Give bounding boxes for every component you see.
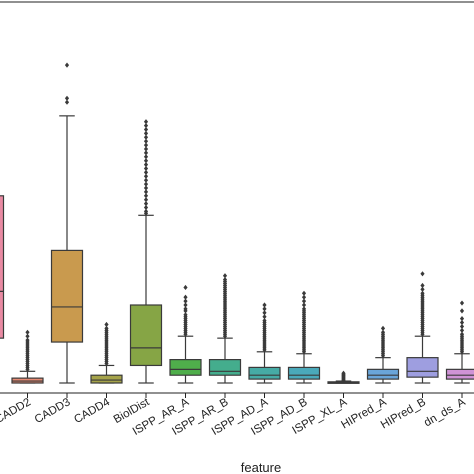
outlier-point [459, 319, 465, 326]
outlier-point [262, 310, 267, 316]
outlier-point [143, 201, 149, 207]
outlier-point [143, 158, 149, 164]
outlier-point [64, 95, 70, 101]
box-iqr [90, 374, 123, 384]
outlier-point [420, 271, 425, 277]
outlier-point [380, 325, 386, 331]
outlier-point [25, 329, 30, 335]
box-iqr [406, 357, 439, 378]
outlier-point [262, 314, 267, 320]
box-group-ispp-ar-b [208, 273, 242, 384]
x-ticks: D1CADD2CADD3CADD4BiolDistISPP_AR_AISPP_A… [0, 393, 468, 438]
outlier-point [301, 306, 307, 312]
outlier-point [301, 294, 307, 300]
outlier-point [143, 138, 149, 144]
outlier-point [143, 142, 149, 148]
box-iqr [129, 304, 163, 367]
box-group-cadd2 [11, 329, 44, 384]
outlier-point [143, 204, 149, 211]
box-group-bioldist [129, 119, 163, 384]
outlier-point [301, 298, 307, 304]
boxes-layer [0, 62, 474, 384]
outlier-point [143, 165, 149, 172]
outlier-point [25, 333, 30, 339]
box-group-cadd3 [50, 62, 84, 384]
box-group-cadd1 [0, 195, 5, 339]
outlier-point [143, 154, 149, 160]
outlier-point [25, 337, 30, 343]
outlier-point [143, 193, 149, 199]
box-group-ispp-ad-b [287, 290, 321, 384]
box-group-ispp-ar-a [169, 284, 202, 384]
box-iqr [169, 359, 202, 376]
box-iqr [208, 359, 242, 376]
outlier-point [183, 302, 188, 308]
axes-layer [0, 1, 474, 394]
outlier-point [143, 177, 149, 183]
outlier-point [143, 150, 149, 156]
outlier-point [143, 208, 149, 214]
outlier-point [459, 331, 465, 337]
x-tick-label: dn_ds_A [422, 396, 468, 429]
box-group-dn-ds-a [445, 300, 474, 384]
x-tick-label: CADD2 [0, 396, 33, 426]
outlier-point [183, 312, 188, 318]
box-group-ispp-ad-a [248, 302, 281, 384]
outlier-point [104, 325, 109, 331]
box-iqr [366, 368, 400, 380]
outlier-point [262, 302, 267, 308]
outlier-point [183, 294, 188, 300]
outlier-point [143, 181, 149, 187]
box-iqr [287, 366, 321, 380]
box-group-ispp-xl-a [327, 370, 360, 384]
outlier-point [143, 119, 149, 125]
box-iqr [50, 249, 84, 343]
box-group-hipred-a [366, 325, 400, 384]
outlier-point [64, 62, 70, 68]
outlier-point [143, 123, 149, 129]
x-tick-label: CADD4 [72, 396, 112, 426]
outlier-point [301, 302, 307, 308]
outlier-point [104, 321, 109, 328]
outlier-point [143, 130, 149, 136]
box-iqr [248, 366, 281, 380]
outlier-point [143, 185, 149, 191]
outlier-point [143, 173, 149, 179]
outlier-point [183, 298, 188, 304]
outlier-point [183, 284, 188, 291]
box-iqr [445, 368, 474, 380]
outlier-point [64, 99, 70, 105]
outlier-point [301, 290, 307, 296]
box-group-cadd4 [90, 321, 123, 384]
outlier-point [143, 126, 149, 133]
outlier-point [143, 162, 149, 168]
outlier-point [420, 282, 425, 289]
outlier-point [143, 189, 149, 195]
outlier-point [459, 327, 465, 333]
outlier-point [459, 300, 465, 306]
x-tick-label: HIPred_B [379, 396, 428, 431]
outlier-point [222, 277, 228, 283]
outlier-point [143, 169, 149, 175]
outlier-point [459, 308, 465, 314]
outlier-point [459, 323, 465, 330]
outlier-point [341, 370, 346, 376]
outlier-point [420, 290, 425, 296]
outlier-point [420, 286, 425, 292]
x-tick-label: CADD3 [33, 396, 73, 426]
outlier-point [459, 316, 465, 322]
outlier-point [143, 134, 149, 140]
outlier-point [143, 146, 149, 152]
box-group-hipred-b [406, 271, 439, 384]
outlier-point [183, 306, 188, 312]
box-iqr [0, 195, 5, 339]
x-axis-title: feature [241, 460, 281, 474]
outlier-point [380, 329, 386, 335]
outlier-point [143, 197, 149, 203]
outlier-point [262, 318, 267, 324]
outlier-point [262, 306, 267, 312]
outlier-point [222, 273, 228, 279]
